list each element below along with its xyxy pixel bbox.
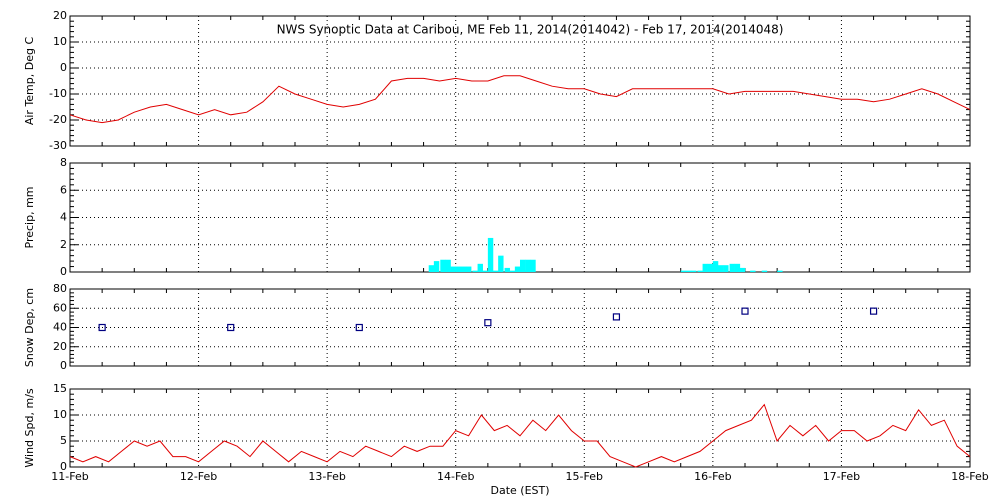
plot-frame [69, 288, 971, 367]
point [869, 307, 878, 315]
bar [466, 266, 472, 272]
bar [504, 267, 510, 272]
bar [482, 270, 489, 272]
y-tick-label: 80 [53, 282, 67, 295]
bar [520, 259, 526, 272]
bar [680, 270, 687, 272]
y-tick-label: 60 [53, 301, 67, 314]
x-tick-label: 13-Feb [308, 470, 345, 483]
y-tick-label: 6 [60, 183, 67, 196]
bar [734, 263, 741, 272]
x-tick-label: 16-Feb [694, 470, 731, 483]
bar [487, 237, 494, 272]
bar [498, 255, 504, 272]
x-tick-label: 17-Feb [823, 470, 860, 483]
bar [777, 270, 783, 272]
bar [477, 263, 483, 272]
bar [691, 270, 697, 272]
bar [472, 270, 478, 272]
bar [433, 261, 440, 272]
bar [723, 265, 729, 272]
bar [750, 270, 756, 272]
chart-title: NWS Synoptic Data at Caribou, ME Feb 11,… [277, 23, 784, 37]
point [98, 323, 106, 332]
y-tick-label: 2 [60, 238, 67, 251]
bar [428, 265, 435, 272]
bar [525, 259, 531, 272]
point [355, 323, 363, 332]
y-axis-label: Snow Dep, cm [23, 288, 36, 367]
bar [445, 259, 451, 272]
bar [509, 270, 516, 272]
y-tick-label: 8 [60, 156, 67, 169]
y-tick-label: -10 [49, 87, 67, 100]
point [227, 323, 235, 332]
line [69, 403, 971, 468]
bar [530, 259, 536, 272]
y-tick-label: 0 [60, 61, 67, 74]
x-tick-label: 18-Feb [951, 470, 988, 483]
point [484, 319, 492, 327]
x-tick-label: 14-Feb [437, 470, 474, 483]
y-axis-label: Wind Spd, m/s [23, 388, 36, 468]
y-axis-label: Precip, mm [23, 187, 36, 249]
bar [685, 270, 692, 272]
bar [440, 259, 446, 272]
y-tick-label: 0 [60, 460, 67, 473]
x-tick-label: 15-Feb [566, 470, 603, 483]
line [69, 75, 971, 124]
x-tick-label: 12-Feb [180, 470, 217, 483]
point [741, 307, 749, 315]
y-tick-label: 4 [60, 211, 67, 224]
y-axis-label: Air Temp, Deg C [23, 37, 36, 126]
y-tick-label: 15 [53, 382, 67, 395]
bar [712, 261, 719, 272]
y-tick-label: 10 [53, 408, 67, 421]
x-axis-label: Date (EST) [490, 484, 549, 497]
bar [718, 265, 724, 272]
plot-frame [69, 388, 971, 468]
bar [707, 263, 714, 272]
bar [455, 266, 462, 272]
point [612, 313, 621, 321]
bar [761, 270, 768, 272]
bar [450, 266, 456, 272]
y-tick-label: 20 [53, 340, 67, 353]
bar [514, 266, 521, 272]
bar [697, 270, 703, 272]
y-tick-label: 40 [53, 321, 67, 334]
y-tick-label: 5 [60, 434, 67, 447]
bar [702, 263, 708, 272]
bar [460, 266, 467, 272]
y-tick-label: 0 [60, 359, 67, 372]
bar [493, 270, 499, 272]
y-tick-label: 0 [60, 265, 67, 278]
y-tick-label: -20 [49, 113, 67, 126]
plot-frame [69, 15, 971, 147]
bar [729, 263, 735, 272]
bar [739, 267, 746, 272]
y-tick-label: -30 [49, 139, 67, 152]
y-tick-label: 20 [53, 9, 67, 22]
y-tick-label: 10 [53, 35, 67, 48]
x-tick-label: 11-Feb [51, 470, 88, 483]
